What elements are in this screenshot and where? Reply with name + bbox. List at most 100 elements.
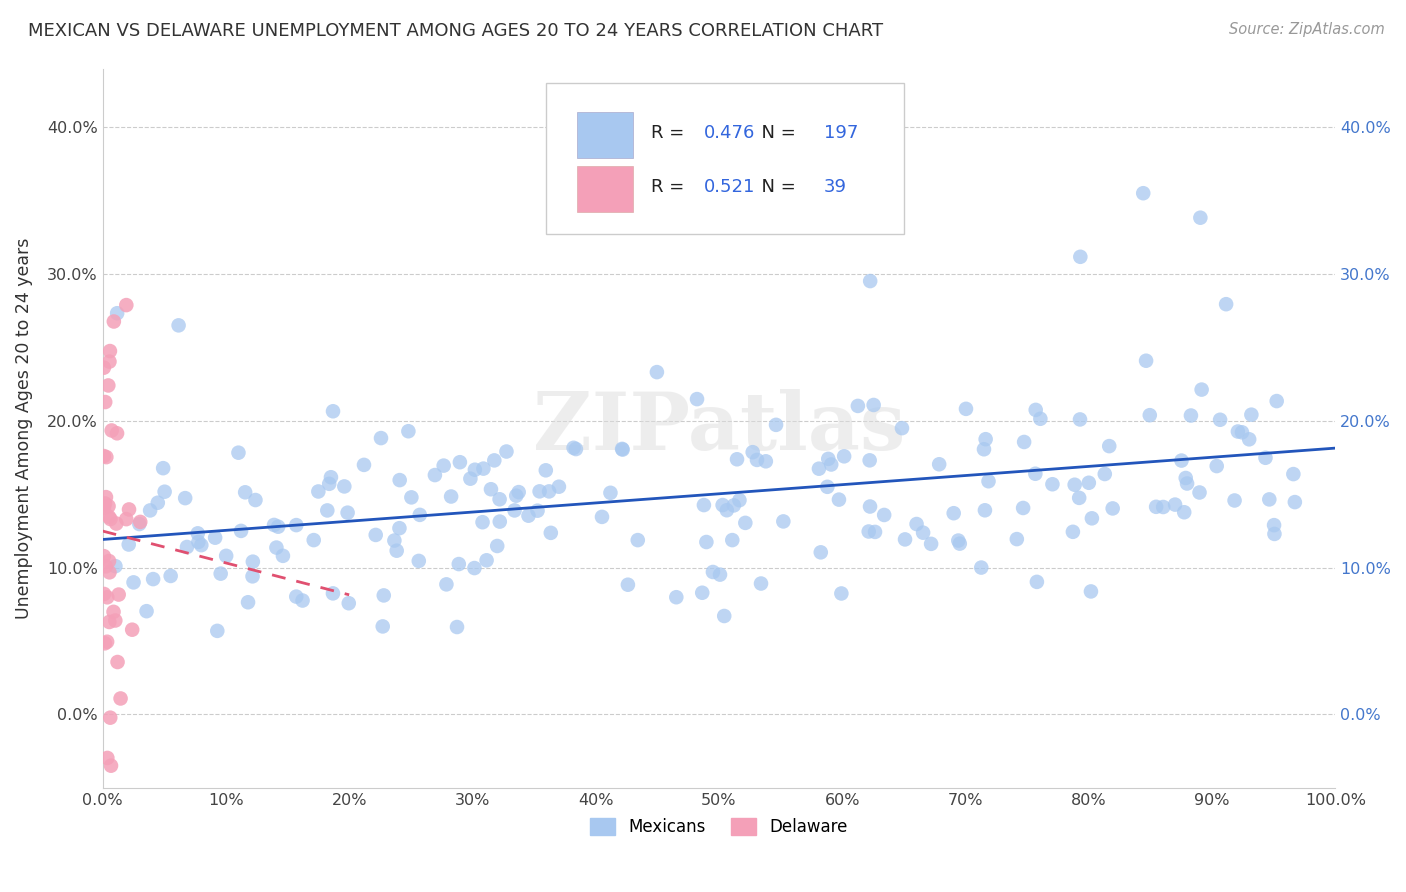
Point [96,450,118,464]
Point [686,392,709,406]
Point [1191,383,1213,397]
Point [741,445,763,459]
Point [920,537,942,551]
Point [891,421,914,435]
Point [107,655,129,669]
Point [1188,485,1211,500]
Point [832,450,855,464]
Point [645,365,668,379]
Point [408,554,430,568]
Point [401,491,423,505]
Point [107,588,129,602]
Point [1029,411,1052,425]
Point [285,518,308,533]
Point [765,417,787,432]
Point [291,593,314,607]
Point [135,604,157,618]
Text: Source: ZipAtlas.com: Source: ZipAtlas.com [1229,22,1385,37]
Point [1230,425,1253,440]
Point [167,318,190,333]
Point [316,503,339,517]
Point [146,496,169,510]
Point [942,506,965,520]
Point [433,458,456,473]
Point [495,444,517,458]
Point [815,480,838,494]
Point [475,553,498,567]
Point [484,453,506,467]
Point [388,473,411,487]
Point [409,508,432,522]
Point [1135,353,1157,368]
Point [190,538,212,552]
Point [894,533,917,547]
Point [1258,492,1281,507]
Point [1254,450,1277,465]
Point [121,623,143,637]
Point [285,590,308,604]
Point [1042,477,1064,491]
Point [517,508,540,523]
Point [1175,476,1198,491]
Point [385,543,408,558]
Point [110,691,132,706]
Point [187,526,209,541]
Point [97,509,120,524]
Text: R =: R = [651,178,690,196]
Point [503,503,526,517]
Point [562,441,585,455]
Point [319,470,342,484]
Point [94,496,117,510]
Point [820,458,842,472]
Point [1069,412,1091,426]
Point [128,516,150,531]
Point [749,576,772,591]
Point [540,525,562,540]
Point [353,458,375,472]
Point [187,535,209,549]
Point [755,454,778,468]
Point [115,512,138,526]
Point [93,449,115,463]
Point [526,503,548,517]
Point [97,499,120,513]
Point [548,480,571,494]
Point [713,609,735,624]
Point [949,536,972,550]
Point [772,515,794,529]
Point [858,524,880,539]
Point [215,549,238,563]
Point [207,624,229,638]
Point [245,493,267,508]
Point [955,401,977,416]
Point [1205,458,1227,473]
Point [142,572,165,586]
Y-axis label: Unemployment Among Ages 20 to 24 years: Unemployment Among Ages 20 to 24 years [15,237,32,619]
Point [93,360,115,375]
Point [98,344,121,359]
Point [905,516,928,531]
Point [1012,500,1035,515]
Point [665,591,688,605]
Point [725,452,748,467]
Point [333,479,356,493]
Point [810,545,832,559]
Point [538,484,561,499]
Point [472,461,495,475]
Point [118,502,141,516]
Point [974,432,997,446]
Point [612,442,634,457]
Point [129,515,152,529]
Point [436,577,458,591]
Text: ZIPatlas: ZIPatlas [533,389,905,467]
Point [529,484,551,499]
Point [1077,475,1099,490]
Point [93,587,115,601]
Point [1180,409,1202,423]
Point [103,605,125,619]
Point [100,512,122,526]
Point [236,595,259,609]
Point [859,274,882,288]
Point [98,711,121,725]
Point [859,453,882,467]
